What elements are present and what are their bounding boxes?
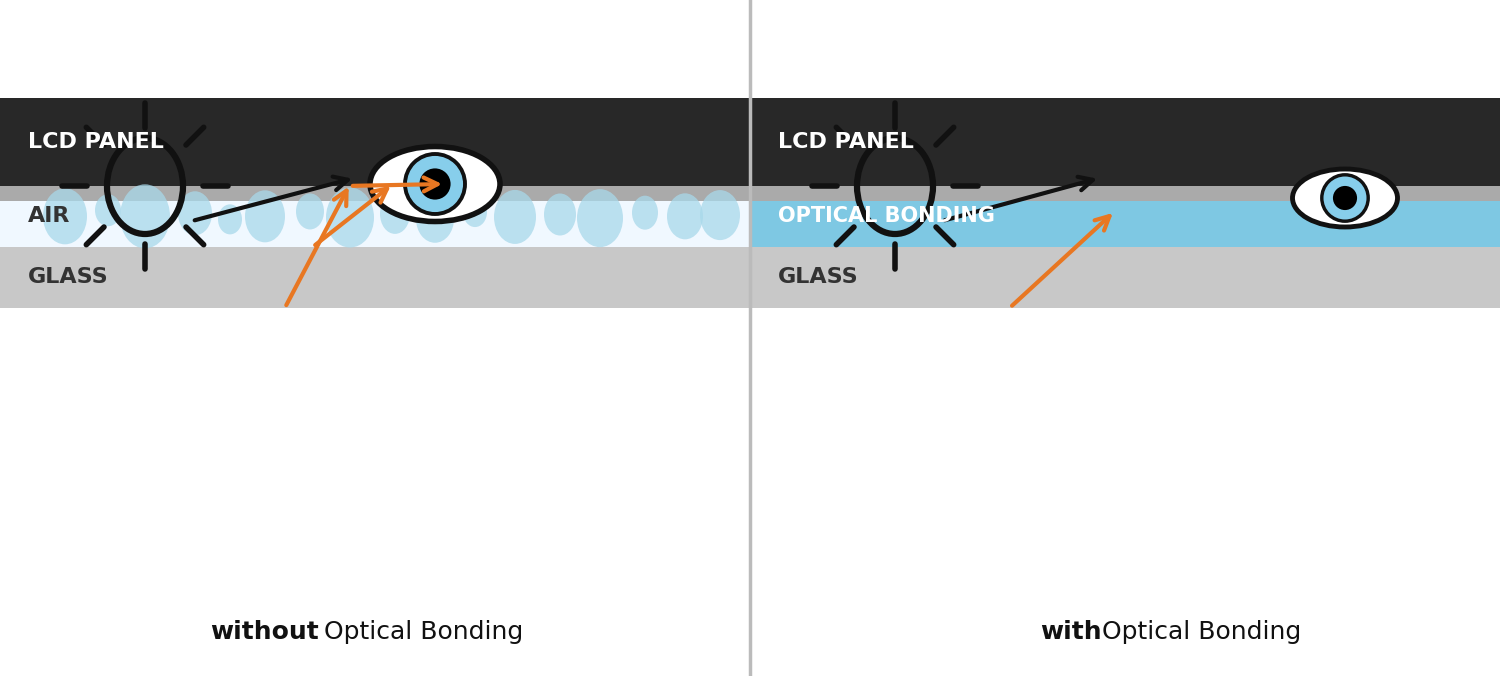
- Ellipse shape: [94, 194, 122, 226]
- Ellipse shape: [244, 191, 285, 242]
- Text: OPTICAL BONDING: OPTICAL BONDING: [778, 206, 994, 226]
- Bar: [750, 98, 1500, 186]
- Text: AIR: AIR: [28, 206, 70, 226]
- Text: GLASS: GLASS: [28, 267, 108, 287]
- Ellipse shape: [326, 187, 374, 247]
- Ellipse shape: [700, 190, 740, 240]
- Text: with: with: [1040, 620, 1101, 644]
- Bar: [0, 98, 750, 186]
- Bar: [750, 186, 1500, 247]
- Ellipse shape: [416, 195, 454, 243]
- Text: Optical Bonding: Optical Bonding: [1094, 620, 1300, 644]
- Ellipse shape: [120, 185, 170, 248]
- Ellipse shape: [380, 194, 410, 234]
- Circle shape: [1322, 175, 1368, 221]
- Text: LCD PANEL: LCD PANEL: [778, 132, 914, 152]
- Ellipse shape: [217, 204, 242, 235]
- Ellipse shape: [370, 147, 500, 222]
- Text: without: without: [210, 620, 318, 644]
- Ellipse shape: [544, 193, 576, 235]
- Text: LCD PANEL: LCD PANEL: [28, 132, 164, 152]
- Bar: [0, 247, 750, 308]
- Ellipse shape: [44, 189, 87, 244]
- Circle shape: [420, 168, 450, 199]
- Text: Optical Bonding: Optical Bonding: [316, 620, 524, 644]
- Circle shape: [405, 154, 465, 214]
- Ellipse shape: [668, 193, 704, 239]
- Ellipse shape: [178, 191, 212, 235]
- Bar: [0, 186, 750, 201]
- Ellipse shape: [578, 189, 622, 247]
- Bar: [0, 186, 750, 247]
- Text: GLASS: GLASS: [778, 267, 858, 287]
- Ellipse shape: [464, 197, 488, 227]
- Ellipse shape: [632, 195, 658, 230]
- Ellipse shape: [494, 190, 536, 244]
- Ellipse shape: [296, 193, 324, 229]
- Bar: [750, 186, 1500, 201]
- Circle shape: [1334, 186, 1358, 210]
- Bar: [750, 247, 1500, 308]
- Ellipse shape: [1293, 169, 1398, 227]
